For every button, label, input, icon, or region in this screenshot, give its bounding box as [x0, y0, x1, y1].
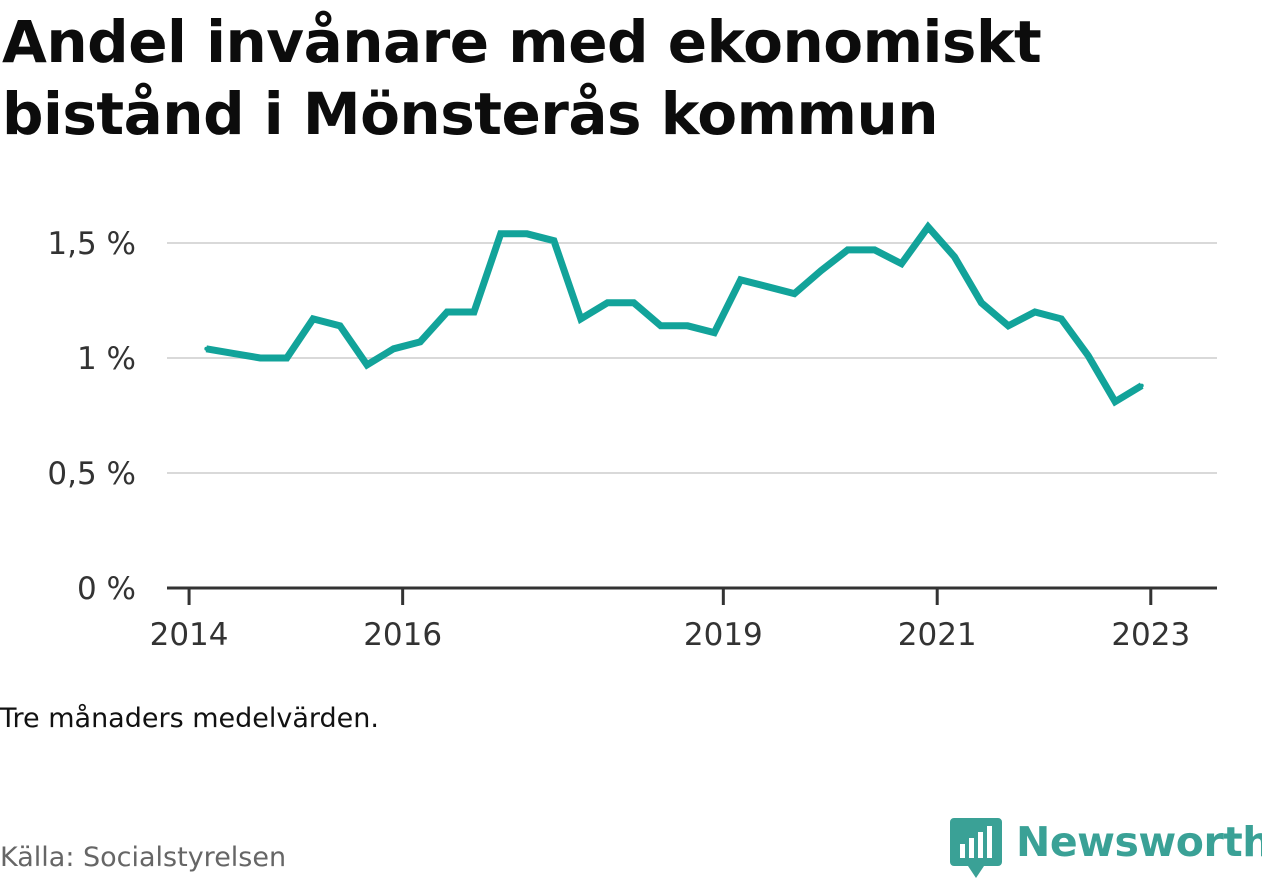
- data-point: [551, 238, 556, 243]
- y-tick-label: 1,5 %: [47, 226, 136, 262]
- data-point: [872, 247, 877, 252]
- data-point: [1006, 323, 1011, 328]
- series-line: [205, 221, 1144, 407]
- chart-note: Tre månaders medelvärden.: [0, 703, 379, 734]
- data-point: [1139, 383, 1144, 388]
- data-point: [712, 330, 717, 335]
- data-point: [311, 316, 316, 321]
- x-axis-tick-labels: 2014 2016 2019 2021 2023: [150, 617, 1191, 653]
- data-point: [899, 261, 904, 266]
- data-point: [525, 231, 530, 236]
- data-point: [658, 323, 663, 328]
- data-point: [498, 231, 503, 236]
- data-point: [338, 323, 343, 328]
- grid-lines: [167, 242, 1217, 474]
- data-point: [364, 362, 369, 367]
- data-point: [926, 224, 931, 229]
- x-tick-label: 2023: [1111, 617, 1190, 653]
- data-point: [979, 300, 984, 305]
- data-point: [231, 351, 236, 356]
- data-point: [952, 254, 957, 259]
- x-axis: [167, 586, 1217, 605]
- newsworthy-logo-icon: [950, 818, 1002, 878]
- data-point: [391, 346, 396, 351]
- data-point: [819, 268, 824, 273]
- data-point: [445, 310, 450, 314]
- data-point: [578, 316, 583, 321]
- y-tick-label: 0 %: [77, 571, 136, 607]
- data-point: [1086, 353, 1091, 358]
- x-tick-label: 2016: [363, 617, 442, 653]
- data-point: [631, 300, 636, 305]
- data-point: [1059, 316, 1064, 321]
- source-credit: Källa: Socialstyrelsen: [0, 842, 287, 873]
- data-point: [258, 356, 263, 360]
- data-point: [204, 346, 209, 351]
- data-point: [418, 339, 423, 344]
- chart-title: Andel invånare med ekonomiskt bistånd i …: [2, 8, 1042, 148]
- data-point: [1032, 310, 1037, 314]
- y-axis-tick-labels: 0 % 0,5 % 1 % 1,5 %: [47, 226, 136, 607]
- newsworthy-logo[interactable]: Newsworthy: [950, 818, 1262, 878]
- data-point: [472, 310, 477, 314]
- data-point: [605, 300, 610, 305]
- data-point: [284, 356, 289, 360]
- data-point: [685, 323, 690, 328]
- data-point: [845, 247, 850, 252]
- data-point: [738, 277, 743, 282]
- brand-name: Newsworthy: [1016, 818, 1262, 866]
- x-tick-label: 2021: [898, 617, 977, 653]
- data-point: [1113, 399, 1118, 404]
- y-tick-label: 1 %: [77, 341, 136, 377]
- x-tick-label: 2014: [150, 617, 229, 653]
- x-tick-label: 2019: [684, 617, 763, 653]
- data-point: [765, 284, 770, 289]
- data-point: [792, 291, 797, 296]
- series-layer: [204, 221, 1144, 407]
- y-tick-label: 0,5 %: [47, 456, 136, 492]
